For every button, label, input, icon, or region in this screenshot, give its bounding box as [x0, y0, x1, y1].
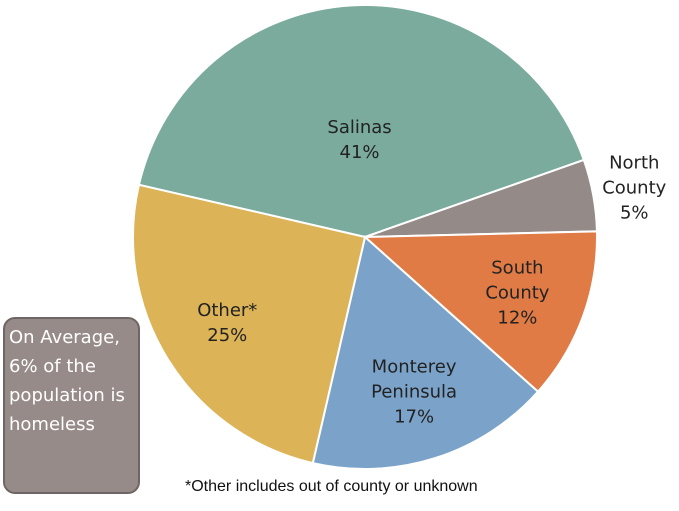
slice-value: 17% [394, 406, 435, 428]
slice-value: 41% [339, 141, 380, 163]
pie-slice [132, 183, 367, 465]
slice-value: 25% [207, 325, 248, 347]
slice-name: Salinas [327, 116, 392, 138]
slice-label: Monterey Peninsula 17% [364, 354, 464, 429]
slice-label: Salinas 41% [310, 115, 410, 165]
callout: On Average, 6% of the population is home… [3, 317, 140, 494]
footnote: *Other includes out of county or unknown [185, 478, 478, 495]
slice-label: Other* 25% [177, 298, 277, 348]
pie-slice [137, 4, 586, 239]
pie-slice [311, 235, 540, 470]
pie-slice [362, 230, 598, 394]
slice-value: 12% [497, 307, 538, 329]
slice-name: Other* [197, 300, 258, 322]
slice-name: South County [485, 257, 550, 304]
slice-name: North County [602, 152, 667, 199]
slice-label: North County 5% [584, 150, 679, 225]
slice-name: Monterey Peninsula [371, 356, 458, 403]
slice-label: South County 12% [467, 256, 567, 331]
slice-value: 5% [619, 202, 649, 224]
